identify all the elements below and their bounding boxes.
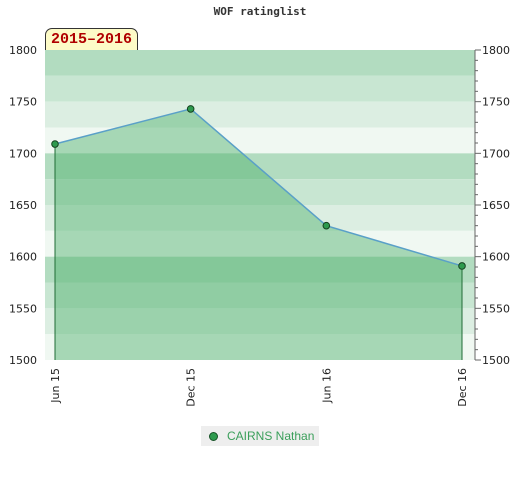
grid-band <box>45 153 475 180</box>
data-point <box>51 140 59 148</box>
right-y-tick-label: 1500 <box>482 354 510 367</box>
left-y-tick-label: 1550 <box>9 302 37 315</box>
left-y-tick-label: 1800 <box>9 44 37 57</box>
right-y-tick-label: 1600 <box>482 251 510 264</box>
left-y-tick-label: 1500 <box>9 354 37 367</box>
right-y-tick-label: 1650 <box>482 199 510 212</box>
grid-band <box>45 205 475 231</box>
period-badge: 2015–2016 <box>45 28 138 50</box>
right-y-tick-label: 1750 <box>482 96 510 109</box>
x-tick-label: Dec 15 <box>185 368 198 407</box>
series-line <box>54 108 463 267</box>
grid-band <box>45 230 475 257</box>
series-area <box>55 108 462 361</box>
area-layer <box>55 108 462 361</box>
right-y-tick-label: 1550 <box>482 302 510 315</box>
grid-band <box>45 179 475 205</box>
axes: 1500 1500 1550 1550 1600 1600 1650 1650 1700 1700… <box>9 44 510 407</box>
data-point <box>322 221 331 230</box>
grid-band <box>45 75 475 102</box>
grid-band <box>45 127 475 154</box>
x-tick-label: Dec 16 <box>456 368 469 407</box>
right-y-tick-label: 1800 <box>482 44 510 57</box>
left-y-tick-label: 1750 <box>9 96 37 109</box>
series-marks <box>51 105 466 360</box>
grid-band <box>45 282 475 309</box>
grid-band <box>45 334 475 360</box>
left-y-tick-label: 1600 <box>9 251 37 264</box>
right-y-tick-label: 1700 <box>482 147 510 160</box>
grid-band <box>45 256 475 283</box>
left-y-tick-label: 1700 <box>9 147 37 160</box>
data-point <box>458 262 466 270</box>
legend-label: CAIRNS Nathan <box>227 429 315 443</box>
data-point <box>186 105 195 113</box>
left-y-tick-label: 1650 <box>9 199 37 212</box>
chart-title: WOF ratinglist <box>213 5 307 18</box>
x-tick-label: Jun 15 <box>49 368 62 404</box>
legend[interactable]: CAIRNS Nathan <box>201 426 319 446</box>
grid-band <box>45 308 475 335</box>
x-tick-label: Jun 16 <box>320 368 333 404</box>
grid-band <box>45 50 475 76</box>
background-bands <box>45 50 475 360</box>
grid-band <box>45 101 475 128</box>
legend-marker-icon <box>209 431 218 441</box>
